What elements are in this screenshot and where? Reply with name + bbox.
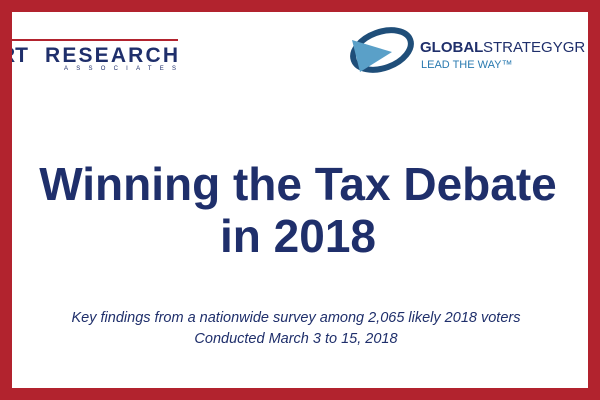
logo-arrow [352, 40, 392, 72]
logo-name-bold: GLOBAL [420, 39, 483, 56]
title-line: Winning the Tax Debate [39, 158, 557, 210]
title-line: in 2018 [220, 210, 376, 262]
subtitle-line: Conducted March 3 to 15, 2018 [194, 331, 397, 347]
logo-prefix: RT [0, 44, 28, 67]
slide-content: RT RESEARCH ASSOCIATES GLOBAL STRATEGYGR… [0, 27, 585, 347]
logo-name: RESEARCH [45, 44, 178, 67]
logo-tagline: LEAD THE WAY™ [421, 59, 512, 71]
subtitle-line: Key findings from a nationwide survey am… [72, 310, 521, 326]
right-logo: GLOBAL STRATEGYGR LEAD THE WAY™ [350, 27, 585, 73]
logo-name-rest: STRATEGYGR [483, 39, 585, 56]
slide-background [12, 12, 588, 388]
logo-swoosh [350, 27, 414, 73]
